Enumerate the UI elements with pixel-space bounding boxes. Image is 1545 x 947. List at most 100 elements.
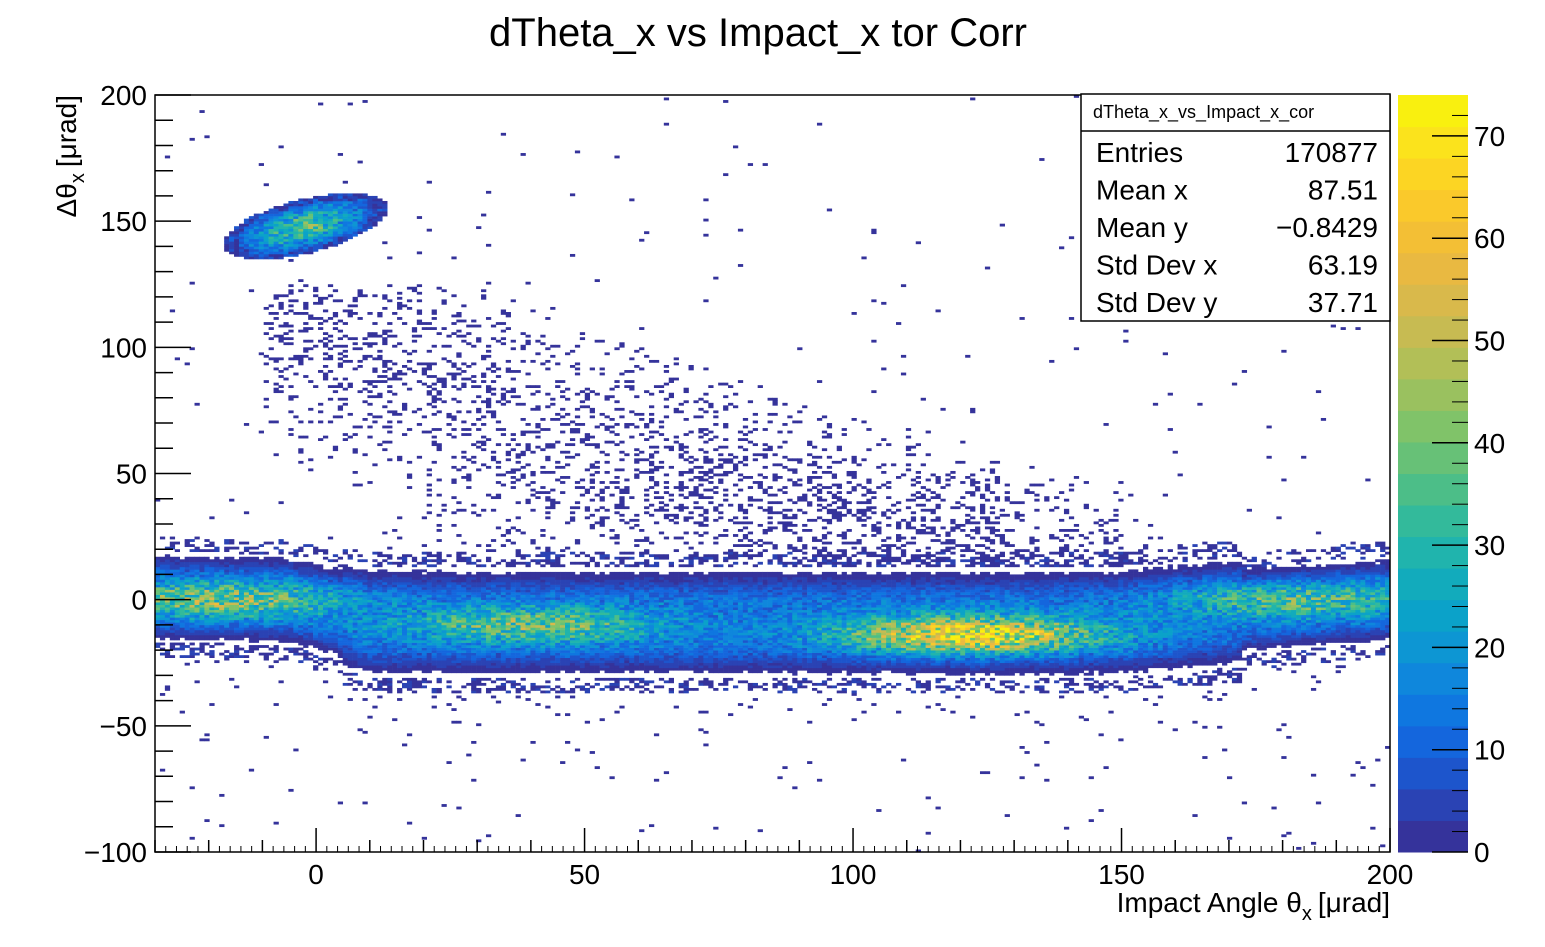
heatmap-cell [510, 576, 516, 580]
heatmap-cell [308, 218, 314, 222]
heatmap-cell [372, 670, 378, 674]
heatmap-cell [510, 470, 516, 474]
heatmap-cell [288, 365, 294, 368]
heatmap-cell [224, 594, 230, 598]
heatmap-cell [456, 501, 462, 505]
heatmap-cell [337, 329, 344, 333]
heatmap-cell [199, 642, 205, 646]
heatmap-cell [204, 599, 210, 603]
heatmap-cell [214, 574, 220, 578]
heatmap-cell [189, 629, 195, 633]
heatmap-cell [406, 642, 413, 646]
heatmap-cell [490, 622, 497, 626]
heatmap-cell [347, 650, 353, 653]
heatmap-cell [357, 359, 363, 363]
heatmap-cell [550, 612, 556, 616]
heatmap-cell [288, 592, 294, 595]
heatmap-cell [377, 200, 383, 204]
heatmap-cell [431, 637, 437, 641]
heatmap-cell [209, 634, 215, 638]
heatmap-cell [500, 642, 507, 646]
heatmap-cell [466, 614, 472, 618]
heatmap-cell [283, 619, 289, 623]
heatmap-cell [520, 561, 526, 565]
heatmap-cell [342, 359, 348, 363]
heatmap-cell [382, 211, 388, 214]
heatmap-cell [357, 642, 363, 646]
heatmap-cell [490, 642, 497, 646]
heatmap-cell [327, 370, 334, 373]
heatmap-cell [273, 241, 279, 245]
heatmap-cell [293, 640, 299, 643]
heatmap-cell [357, 599, 363, 603]
heatmap-cell [298, 208, 304, 212]
heatmap-cell [342, 349, 348, 353]
heatmap-cell [179, 602, 185, 606]
heatmap-cell [332, 589, 339, 593]
heatmap-cell [495, 655, 502, 658]
heatmap-cell [545, 655, 551, 658]
heatmap-cell [461, 642, 467, 646]
heatmap-cell [426, 392, 432, 396]
heatmap-cell [387, 685, 393, 689]
heatmap-cell [382, 645, 388, 648]
heatmap-cell [238, 587, 245, 590]
heatmap-cell [451, 594, 457, 598]
heatmap-cell [436, 410, 442, 414]
heatmap-cell [283, 377, 289, 381]
heatmap-cell [204, 584, 210, 588]
heatmap-cell [387, 612, 393, 616]
heatmap-cell [322, 576, 329, 580]
heatmap-cell [397, 370, 403, 373]
heatmap-cell [313, 612, 319, 616]
heatmap-cell [253, 571, 260, 575]
heatmap-cell [530, 627, 536, 631]
heatmap-cell [520, 645, 526, 648]
heatmap-cell [194, 627, 200, 631]
heatmap-cell [446, 642, 452, 646]
heatmap-cell [318, 607, 324, 611]
heatmap-cell [515, 501, 521, 505]
heatmap-cell [500, 428, 507, 431]
heatmap-cell [298, 549, 304, 553]
heatmap-cell [224, 549, 230, 553]
heatmap-cell [510, 347, 516, 351]
heatmap-cell [318, 246, 324, 250]
heatmap-cell [332, 645, 339, 648]
heatmap-cell [278, 556, 284, 560]
heatmap-cell [184, 634, 190, 638]
heatmap-cell [288, 619, 294, 623]
heatmap-cell [550, 584, 556, 588]
heatmap-cell [446, 612, 452, 616]
heatmap-cell [540, 576, 546, 580]
heatmap-cell [263, 629, 269, 633]
heatmap-cell [273, 216, 279, 219]
heatmap-cell [461, 622, 467, 626]
heatmap-cell [495, 561, 502, 565]
heatmap-cell [550, 506, 556, 510]
heatmap-cell [397, 317, 403, 320]
heatmap-cell [416, 682, 423, 686]
heatmap-cell [234, 228, 240, 232]
heatmap-cell [560, 622, 566, 626]
heatmap-cell [510, 579, 516, 583]
heatmap-cell [214, 622, 220, 626]
heatmap-cell [184, 655, 190, 658]
heatmap-cell [273, 629, 279, 633]
heatmap-cell [362, 342, 368, 346]
heatmap-cell [525, 463, 531, 467]
heatmap-cell [352, 347, 358, 351]
heatmap-cell [495, 574, 502, 578]
heatmap-cell [555, 571, 561, 575]
heatmap-cell [194, 637, 200, 641]
heatmap-cell [293, 221, 299, 224]
heatmap-cell [545, 660, 551, 664]
heatmap-cell [164, 624, 171, 628]
heatmap-cell [505, 640, 511, 643]
heatmap-cell [500, 483, 507, 487]
heatmap-cell [540, 571, 546, 575]
heatmap-cell [352, 637, 358, 641]
heatmap-cell [159, 569, 166, 573]
heatmap-cell [357, 597, 363, 600]
heatmap-cell [535, 645, 541, 648]
